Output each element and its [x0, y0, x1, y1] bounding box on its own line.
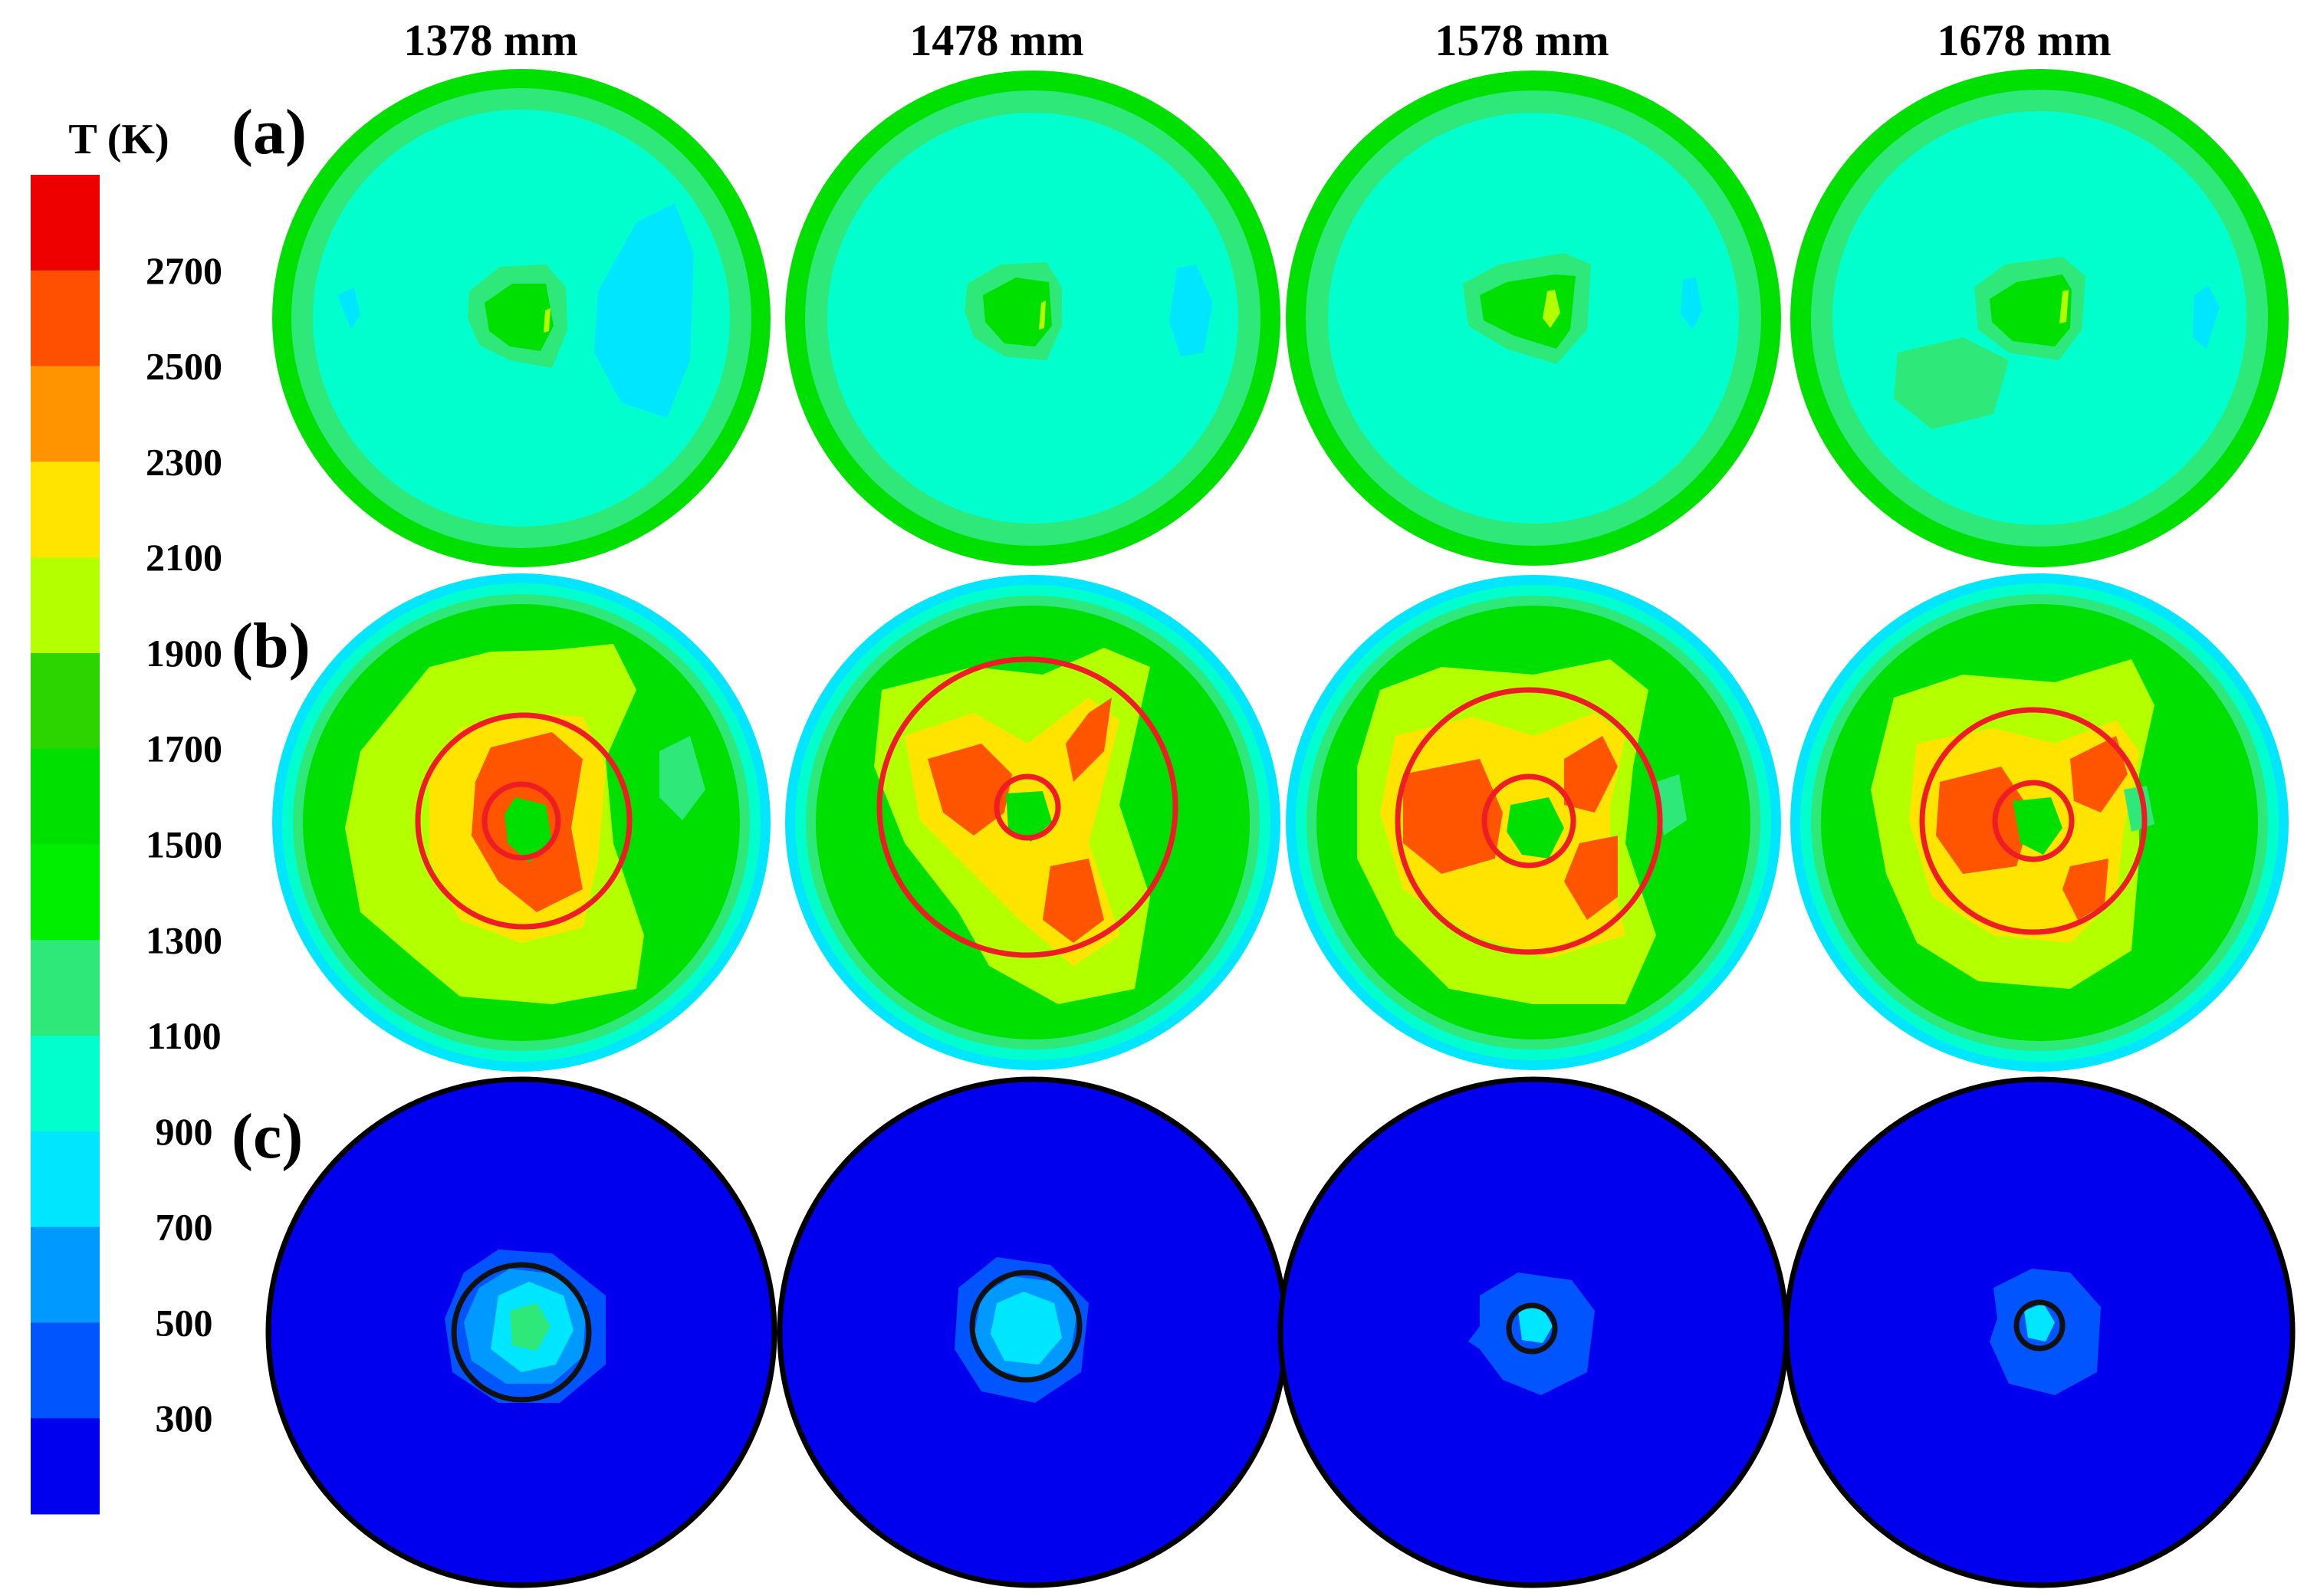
- colorbar-title: T (K): [68, 116, 169, 163]
- colorbar-tick-label: 2700: [146, 249, 222, 292]
- colorbar-band: [31, 652, 100, 750]
- colorbar-band: [31, 461, 100, 558]
- colorbar-tick-label: 700: [156, 1206, 213, 1249]
- colorbar-band: [31, 1227, 100, 1323]
- column-label-1578: 1578 mm: [1435, 15, 1609, 65]
- colorbar-tick-label: 1700: [146, 727, 222, 770]
- colorbar-tick-label: 1100: [146, 1014, 221, 1057]
- colorbar: T (K) 2700 2500 2300 2100 1900 1700 1500 1300 11…: [31, 116, 222, 1515]
- marker-outer-b-1678: [1919, 707, 2148, 935]
- marker-outer-b-1478: [876, 656, 1178, 958]
- colorbar-ticks: 2700 2500 2300 2100 1900 1700 1500 1300 1100 900 7…: [146, 249, 222, 1440]
- column-label-1378: 1378 mm: [403, 15, 577, 65]
- colorbar-band: [31, 1322, 100, 1419]
- contour-c-1378: [265, 1076, 777, 1588]
- row-b-markers: [415, 656, 2148, 958]
- colorbar-band: [31, 1418, 100, 1515]
- marker-inner-b-1378: [482, 781, 561, 861]
- colorbar-tick-label: 300: [156, 1397, 213, 1440]
- colorbar-bands: [31, 175, 100, 1515]
- contour-b-1578: [1286, 575, 1781, 1070]
- marker-inner-b-1678: [1992, 780, 2075, 862]
- contour-b-1678: [1790, 573, 2289, 1072]
- colorbar-tick-label: 2100: [146, 536, 222, 579]
- row-label-a: (a): [232, 97, 307, 168]
- colorbar-tick-label: 1300: [146, 918, 222, 961]
- row-c-contours: [265, 1076, 2296, 1588]
- contour-a-1378: [272, 69, 771, 567]
- contour-b-1478: [785, 575, 1280, 1070]
- colorbar-band: [31, 940, 100, 1036]
- colorbar-tick-label: 1500: [146, 823, 222, 866]
- column-headers: 1378 mm 1478 mm 1578 mm 1678 mm: [403, 15, 2111, 65]
- colorbar-tick-label: 1900: [146, 632, 222, 675]
- colorbar-band: [31, 748, 100, 845]
- marker-c-1478: [969, 1269, 1083, 1383]
- column-label-1478: 1478 mm: [909, 15, 1083, 65]
- colorbar-band: [31, 557, 100, 654]
- colorbar-band: [31, 175, 100, 271]
- colorbar-tick-label: 900: [156, 1110, 213, 1153]
- row-labels: (a) (b) (c): [232, 97, 311, 1172]
- colorbar-tick-label: 2300: [146, 440, 222, 483]
- colorbar-tick-label: 500: [156, 1301, 213, 1344]
- contour-a-1578: [1286, 71, 1781, 566]
- colorbar-band: [31, 270, 100, 367]
- marker-inner-b-1478: [994, 773, 1061, 841]
- colorbar-band: [31, 1036, 100, 1132]
- marker-outer-b-1578: [1395, 687, 1663, 955]
- marker-outer-b-1378: [415, 712, 633, 930]
- colorbar-band: [31, 366, 100, 462]
- contour-b-1378: [272, 573, 771, 1072]
- colorbar-band: [31, 844, 100, 941]
- marker-inner-b-1578: [1481, 773, 1576, 869]
- contour-c-1478: [777, 1076, 1289, 1588]
- marker-c-1578: [1506, 1302, 1558, 1355]
- colorbar-band: [31, 1131, 100, 1228]
- marker-c-1378: [451, 1262, 592, 1403]
- colorbar-tick-label: 2500: [146, 345, 222, 388]
- column-label-1678: 1678 mm: [1937, 15, 2111, 65]
- row-a-contours: [272, 69, 2289, 567]
- contour-a-1478: [785, 71, 1280, 566]
- row-label-c: (c): [232, 1101, 303, 1172]
- row-label-b: (b): [232, 610, 311, 681]
- contour-c-1678: [1783, 1076, 2296, 1588]
- row-b-contours: [272, 573, 2289, 1072]
- contour-c-1578: [1277, 1076, 1790, 1588]
- marker-c-1678: [2013, 1299, 2066, 1351]
- contour-a-1678: [1790, 69, 2289, 567]
